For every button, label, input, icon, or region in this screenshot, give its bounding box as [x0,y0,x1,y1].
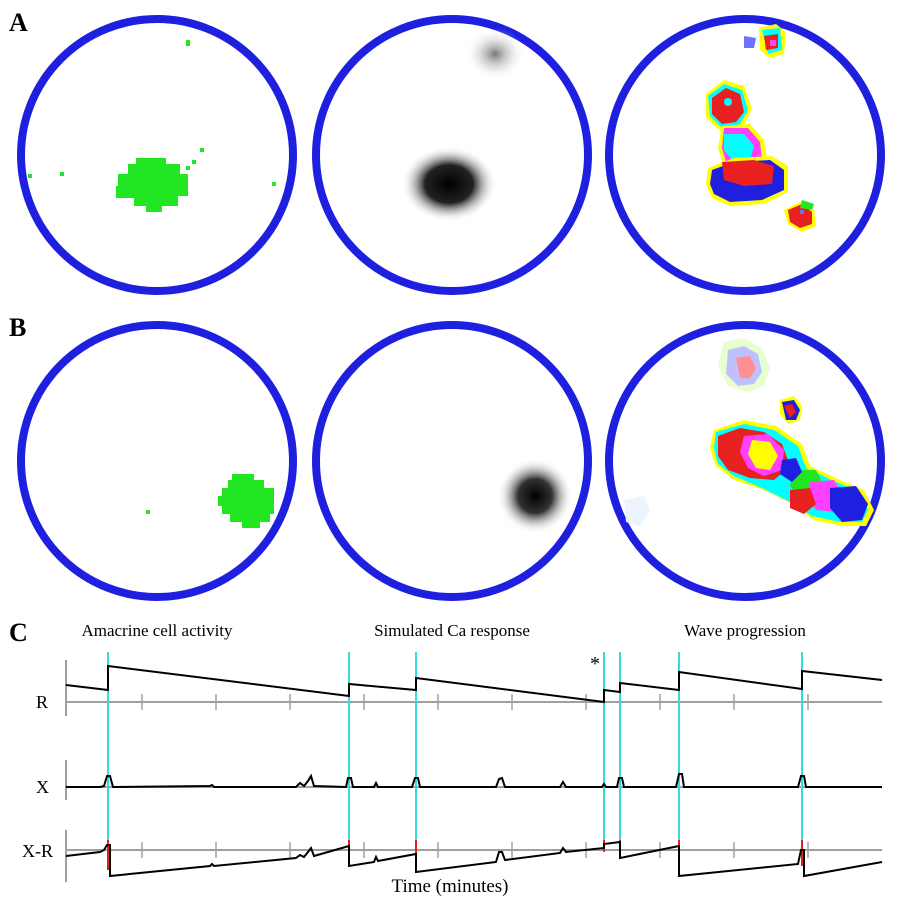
time-axis-label: Time (minutes) [391,876,509,897]
panel-label-a: A [9,8,28,37]
caption-simulated-ca-response: Simulated Ca response [374,621,530,640]
activity-cluster-a [28,40,276,212]
x-ticks [141,694,809,858]
wave-progression-map-a [605,15,885,295]
x-axis-lines [66,701,882,851]
event-asterisk: * [590,653,600,675]
trace-x [66,773,882,789]
amacrine-activity-map-a [17,15,297,295]
wave-blobs-b [624,338,874,526]
trace-label-x: X [36,777,49,797]
caption-amacrine-cell-activity: Amacrine cell activity [81,621,233,640]
wave-progression-map-b [605,321,885,601]
caption-wave-progression: Wave progression [684,621,806,640]
trace-label-x-minus-r: X-R [22,841,53,861]
panel-label-b: B [9,313,27,342]
trace-label-r: R [36,692,48,712]
calcium-response-map-b [312,321,592,601]
event-lines-cyan [107,652,803,840]
wave-blobs-a [706,24,816,232]
amacrine-activity-map-b [17,321,297,601]
trace-r [65,664,883,704]
panel-label-c: C [9,618,28,647]
calcium-response-map-a [312,15,592,295]
trace-x-minus-r [65,840,883,878]
activity-cluster-b [146,474,274,528]
